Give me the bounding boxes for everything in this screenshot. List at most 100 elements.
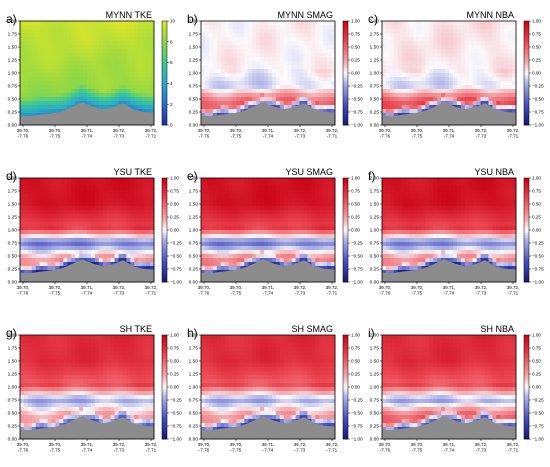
heatmap-cell xyxy=(504,37,509,42)
colorbar-frame xyxy=(161,20,168,126)
heatmap-cell xyxy=(134,238,139,243)
heatmap-cell xyxy=(283,206,289,211)
heatmap-cell xyxy=(130,254,135,259)
heatmap-cell xyxy=(23,254,29,259)
colorbar-segment xyxy=(343,269,348,272)
heatmap-cell xyxy=(504,21,509,26)
heatmap-cell xyxy=(23,186,29,191)
heatmap-cell xyxy=(90,69,96,74)
heatmap-cell xyxy=(150,77,155,82)
heatmap-cell xyxy=(55,194,60,199)
heatmap-cell xyxy=(59,194,64,199)
heatmap-cell xyxy=(47,194,52,199)
heatmap-cell xyxy=(35,182,41,187)
heatmap-cell xyxy=(480,45,485,50)
colorbar-segment xyxy=(162,279,167,283)
heatmap-cell xyxy=(401,178,407,183)
heatmap-cell xyxy=(51,33,56,38)
heatmap-cell xyxy=(98,53,104,58)
heatmap-cell xyxy=(268,242,273,247)
y-tick-label: 1.25 xyxy=(189,215,199,221)
heatmap-cell xyxy=(118,65,123,70)
heatmap-cell xyxy=(75,210,80,215)
heatmap-cell xyxy=(122,254,127,259)
heatmap-cell xyxy=(244,262,249,267)
heatmap-cell xyxy=(216,202,222,207)
colorbar-segment xyxy=(343,47,348,50)
heatmap-cell xyxy=(79,202,84,207)
heatmap-cell xyxy=(283,69,289,74)
colorbar-segment xyxy=(162,211,167,215)
heatmap-cell xyxy=(94,250,100,255)
heatmap-cell xyxy=(90,230,96,235)
heatmap-cell xyxy=(55,246,60,251)
heatmap-cell xyxy=(47,186,52,191)
heatmap-cell xyxy=(83,198,88,203)
colorbar-segment xyxy=(524,93,529,97)
heatmap-cell xyxy=(236,210,241,215)
colorbar-tick-label: 1.00 xyxy=(532,19,541,24)
heatmap-cell xyxy=(311,41,316,46)
heatmap-cell xyxy=(150,238,155,243)
heatmap-cell xyxy=(51,109,56,114)
y-tick-label: 1.50 xyxy=(189,202,199,208)
heatmap-cell xyxy=(71,258,76,263)
heatmap-cell xyxy=(216,226,222,231)
heatmap-cell xyxy=(20,37,25,42)
heatmap-cell xyxy=(59,238,64,243)
heatmap-cell xyxy=(63,25,68,30)
heatmap-cell xyxy=(327,53,332,58)
heatmap-cell xyxy=(315,210,320,215)
heatmap-cell xyxy=(271,45,277,50)
colorbar-segment xyxy=(343,86,348,89)
heatmap-cell xyxy=(130,65,135,70)
heatmap-cell xyxy=(75,202,80,207)
heatmap-cell xyxy=(79,178,84,183)
heatmap-cell xyxy=(236,41,241,46)
heatmap-cell xyxy=(102,61,108,66)
heatmap-cell xyxy=(260,65,265,70)
heatmap-cell xyxy=(102,69,108,74)
heatmap-cell xyxy=(79,29,84,34)
colorbar-segment xyxy=(162,227,167,231)
x-tick-label: 39.72, xyxy=(507,128,520,133)
heatmap-cell xyxy=(319,186,324,191)
heatmap-cell xyxy=(299,57,304,62)
heatmap-cell xyxy=(35,61,41,66)
heatmap-cell xyxy=(315,262,320,267)
heatmap-cell xyxy=(441,186,446,191)
colorbar-segment xyxy=(524,109,529,113)
heatmap-cell xyxy=(504,89,509,94)
colorbar-segment xyxy=(162,209,167,213)
heatmap-cell xyxy=(106,53,112,58)
heatmap-cell xyxy=(63,182,68,187)
heatmap-cell xyxy=(35,194,41,199)
heatmap-cell xyxy=(445,37,450,42)
heatmap-cell xyxy=(228,210,233,215)
y-tick-label: 1.25 xyxy=(370,58,380,64)
heatmap-cell xyxy=(224,182,229,187)
heatmap-cell xyxy=(256,77,261,82)
heatmap-cell xyxy=(291,254,296,259)
x-tick-label: 39.70, xyxy=(49,128,62,133)
heatmap-cell xyxy=(512,41,517,46)
heatmap-cell xyxy=(98,97,104,102)
heatmap-cell xyxy=(279,85,285,90)
heatmap-cell xyxy=(449,97,454,102)
heatmap-cell xyxy=(47,202,52,207)
heatmap-cell xyxy=(512,77,517,82)
heatmap-cell xyxy=(256,230,261,235)
heatmap-cell xyxy=(201,202,206,207)
heatmap-cell xyxy=(106,49,112,54)
heatmap-cell xyxy=(59,73,64,78)
heatmap-cell xyxy=(27,101,33,106)
heatmap-cell xyxy=(496,101,501,106)
heatmap-cell xyxy=(488,65,493,70)
heatmap-cell xyxy=(220,65,226,70)
heatmap-cell xyxy=(252,218,257,223)
heatmap-cell xyxy=(208,77,214,82)
heatmap-cell xyxy=(43,33,48,38)
heatmap-cell xyxy=(232,29,237,34)
heatmap-cell xyxy=(114,29,119,34)
heatmap-cell xyxy=(433,178,438,183)
